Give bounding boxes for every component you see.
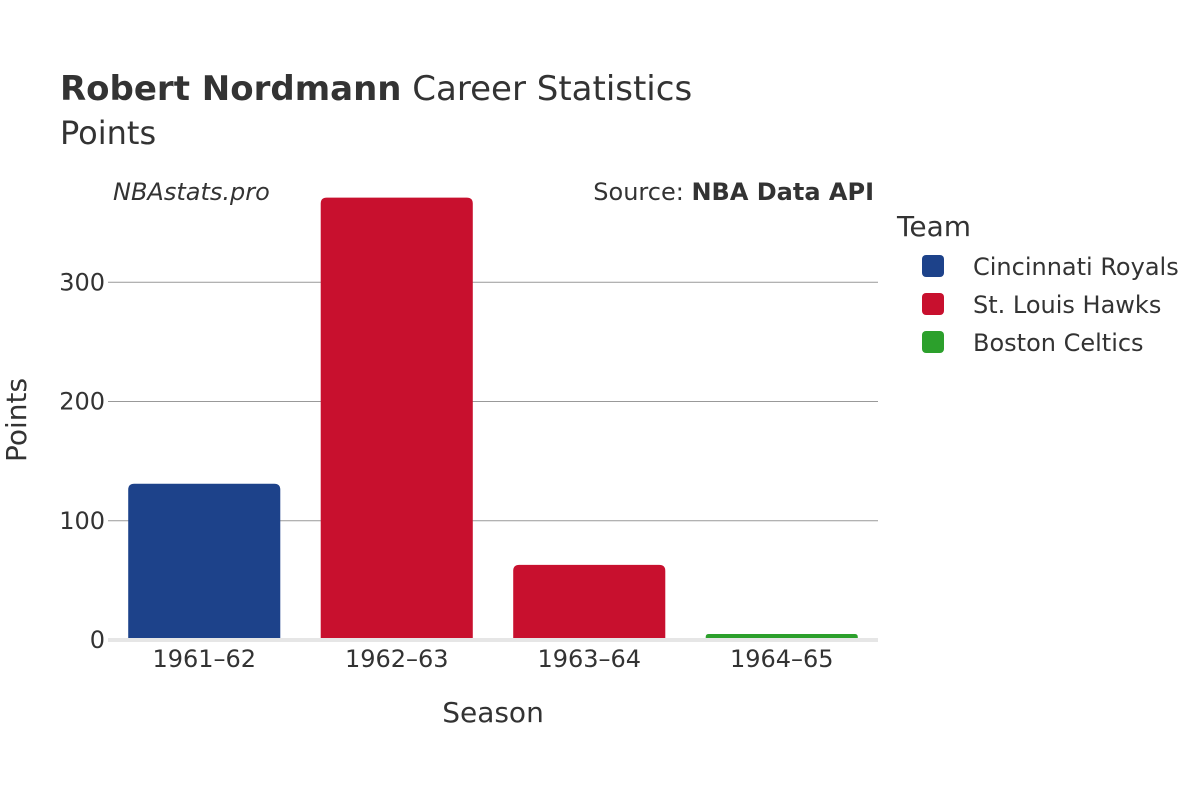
y-tick-label: 200 — [59, 388, 105, 416]
chart-subtitle: Points — [60, 114, 156, 152]
x-tick-label: 1962–63 — [345, 645, 449, 673]
x-tick-labels: 1961–62 1962–63 1963–64 1964–65 — [152, 645, 833, 673]
legend-item-label: St. Louis Hawks — [973, 291, 1161, 319]
legend-title: Team — [896, 210, 971, 243]
y-tick-label: 0 — [90, 626, 105, 654]
legend-swatch — [922, 255, 944, 277]
y-tick-label: 300 — [59, 268, 105, 296]
bar-1963–64[interactable] — [513, 564, 666, 640]
source-name: NBA Data API — [691, 178, 874, 206]
bar-1961–62[interactable] — [128, 483, 281, 640]
source-note: Source: NBA Data API — [593, 178, 874, 206]
x-axis-title: Season — [442, 696, 544, 729]
watermark: NBAstats.pro — [113, 178, 270, 206]
source-prefix: Source: — [593, 178, 691, 206]
chart-title-rest: Career Statistics — [402, 69, 693, 109]
y-axis-title: Points — [0, 378, 33, 462]
bar-1962–63[interactable] — [320, 197, 473, 640]
legend-swatch — [922, 293, 944, 315]
legend-swatch — [922, 331, 944, 353]
chart-title: Robert Nordmann Career Statistics — [60, 69, 692, 109]
bars — [128, 197, 858, 640]
y-tick-labels: 0 100 200 300 — [59, 268, 105, 654]
legend-item-label: Boston Celtics — [973, 329, 1144, 357]
x-tick-label: 1963–64 — [537, 645, 641, 673]
y-tick-label: 100 — [59, 507, 105, 535]
chart-title-player: Robert Nordmann — [60, 69, 402, 109]
x-tick-label: 1961–62 — [152, 645, 256, 673]
x-tick-label: 1964–65 — [730, 645, 834, 673]
legend: Cincinnati Royals St. Louis Hawks Boston C… — [922, 253, 1179, 357]
legend-item-label: Cincinnati Royals — [973, 253, 1179, 281]
